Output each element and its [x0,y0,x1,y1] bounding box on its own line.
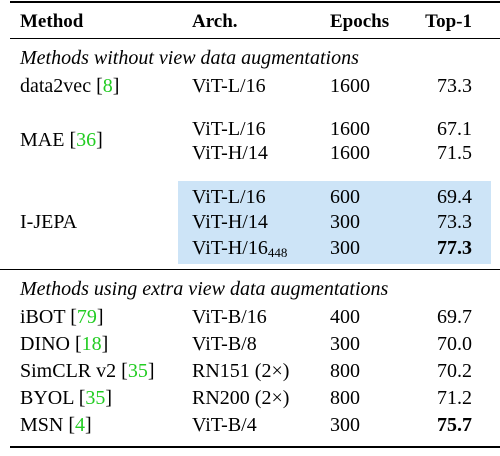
table-row: ViT-L/16 600 69.4 [0,181,500,213]
table-row: MAE [36] ViT-L/16 1600 67.1 [0,113,500,151]
section-label: Methods using extra view data augmentati… [20,278,389,300]
citation-link[interactable]: 35 [127,360,148,382]
arch-cell: RN151 (2×) [192,360,290,382]
ijepa-highlight [178,181,491,264]
epochs-cell: 300 [330,333,360,355]
arch-cell: ViT-H/14 [192,211,268,233]
method-name: data2vec [8] [20,75,120,97]
epochs-cell: 300 [330,211,360,233]
table-row: data2vec [8] ViT-L/16 1600 73.3 [0,70,500,102]
epochs-cell: 1600 [330,142,370,164]
arch-cell: ViT-L/16 [192,186,266,208]
epochs-cell: 800 [330,360,360,382]
method-name: DINO [18] [20,333,109,355]
arch-cell: ViT-B/16 [192,306,267,328]
header-arch: Arch. [192,11,238,32]
header-top1: Top-1 [425,11,472,32]
top1-cell: 70.0 [437,333,472,355]
section-label: Methods without view data augmentations [20,47,359,69]
citation-link[interactable]: 35 [85,387,106,409]
epochs-cell: 1600 [330,118,370,140]
section-rule [0,269,500,270]
citation-link[interactable]: 8 [102,75,113,97]
arch-cell: ViT-B/4 [192,414,257,436]
epochs-cell: 800 [330,387,360,409]
header-rule [10,38,500,39]
header-method: Method [20,11,84,32]
method-name: SimCLR v2 [35] [20,360,155,382]
top1-cell: 69.7 [437,306,472,328]
top1-cell: 70.2 [437,360,472,382]
epochs-cell: 1600 [330,75,370,97]
method-name: MSN [4] [20,414,92,436]
citation-link[interactable]: 79 [76,306,97,328]
header-epochs: Epochs [330,11,390,32]
top1-cell: 71.2 [437,387,472,409]
table-row: I-JEPA ViT-H/14 300 73.3 [0,206,500,238]
header-row: Method Arch. Epochs Top-1 [0,6,500,38]
top1-cell: 69.4 [437,186,472,208]
method-name: iBOT [79] [20,306,104,328]
arch-cell: ViT-H/14 [192,142,268,164]
arch-cell: ViT-B/8 [192,333,257,355]
top1-cell: 77.3 [437,237,472,259]
epochs-cell: 400 [330,306,360,328]
table-row: BYOL [35] RN200 (2×) 800 71.2 [0,382,500,414]
table-row: ViT-H/16448 300 77.3 [0,232,500,264]
citation-link[interactable]: 36 [76,129,97,151]
top-rule [10,1,500,3]
table-row: DINO [18] ViT-B/8 300 70.0 [0,328,500,360]
citation-link[interactable]: 4 [75,414,86,436]
top1-cell: 73.3 [437,211,472,233]
method-name: MAE [36] [20,129,103,151]
table-row: ViT-H/14 1600 71.5 [0,137,500,169]
epochs-cell: 600 [330,186,360,208]
section-without-augmentations: Methods without view data augmentations [0,42,500,74]
arch-cell: ViT-L/16 [192,118,266,140]
arch-cell: ViT-L/16 [192,75,266,97]
citation-link[interactable]: 18 [81,333,102,355]
top1-cell: 73.3 [437,75,472,97]
epochs-cell: 300 [330,237,360,259]
bottom-rule [10,446,500,448]
top1-cell: 67.1 [437,118,472,140]
table-row: MSN [4] ViT-B/4 300 75.7 [0,409,500,441]
method-name: BYOL [35] [20,387,113,409]
table-row: SimCLR v2 [35] RN151 (2×) 800 70.2 [0,355,500,387]
arch-cell: ViT-H/16448 [192,237,288,260]
arch-cell: RN200 (2×) [192,387,290,409]
section-with-augmentations: Methods using extra view data augmentati… [0,273,500,305]
epochs-cell: 300 [330,414,360,436]
method-name: I-JEPA [20,211,78,233]
top1-cell: 71.5 [437,142,472,164]
table-row: iBOT [79] ViT-B/16 400 69.7 [0,301,500,333]
top1-cell: 75.7 [437,414,472,436]
